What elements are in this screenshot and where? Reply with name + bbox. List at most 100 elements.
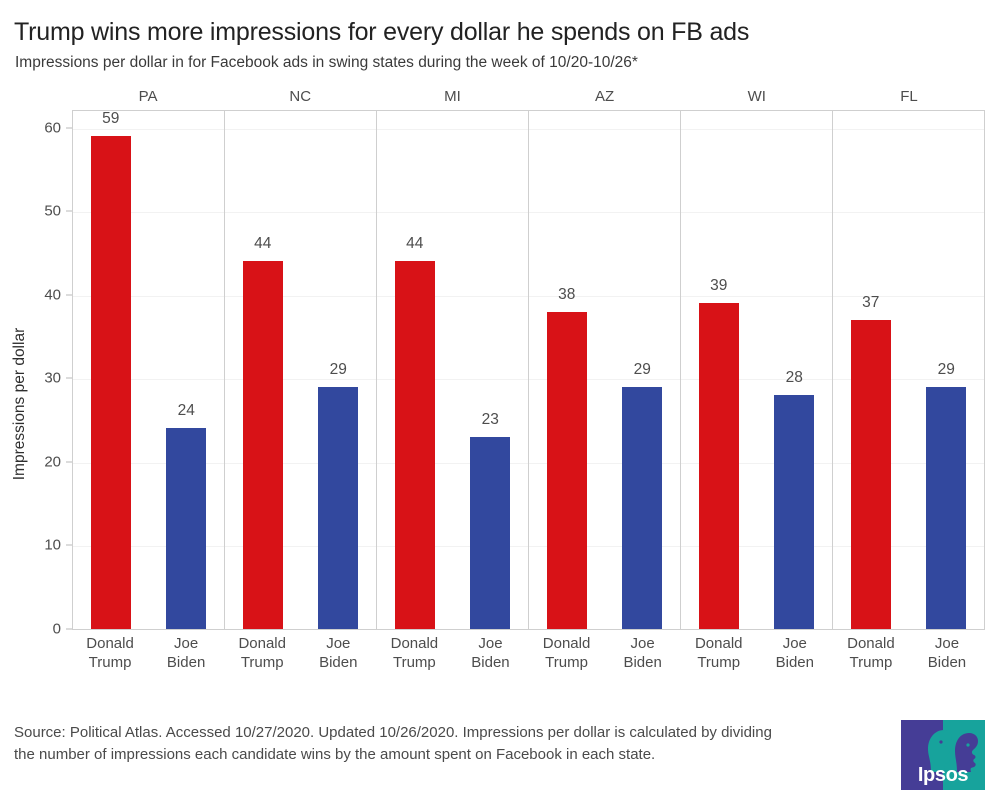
bar-value-label: 29 [329,360,347,378]
facet-strip: PA NC MI AZ WI FL [72,86,985,108]
bar-slot: 59 [73,110,149,629]
x-tick-label: Joe Biden [909,634,985,682]
x-tick-line2: Biden [471,654,510,671]
x-tick-label: Donald Trump [833,634,909,682]
bar[interactable]: 29 [926,361,967,629]
source-note: Source: Political Atlas. Accessed 10/27/… [14,724,772,763]
x-tick-line2: Biden [319,654,358,671]
logo-wordmark: Ipsos [917,764,969,786]
bar-slot: 24 [149,111,225,629]
y-tick-label: 10 [44,536,61,554]
x-tick-label: Donald Trump [72,634,148,682]
face-left-eye [939,740,943,744]
bar-value-label: 38 [558,285,576,303]
face-right-silhouette [955,733,978,772]
bar-value-label: 29 [633,360,651,378]
x-tick-line1: Joe [630,635,655,652]
x-tick-line1: Donald [238,635,286,652]
bar-slot: 38 [529,111,605,629]
bar-slot: 29 [301,111,377,629]
bar[interactable]: 44 [394,235,435,629]
x-tick-line2: Trump [697,654,741,671]
facet-panels: 59 24 44 29 44 23 38 29 39 28 37 29 [73,110,984,629]
x-tick-line1: Donald [390,635,439,652]
x-tick-label: Joe Biden [605,634,681,682]
x-label-group-az: Donald Trump Joe Biden [529,634,681,682]
bar[interactable]: 28 [774,369,815,629]
y-tick-label: 20 [44,453,61,471]
x-tick-label: Joe Biden [757,634,833,682]
bar[interactable]: 59 [90,110,131,629]
bar-value-label: 44 [254,235,272,253]
bar[interactable]: 39 [698,277,739,629]
x-tick-line1: Joe [326,635,351,652]
bar-slot: 23 [453,111,529,629]
facet-panel-mi: 44 23 [377,111,529,629]
face-left-silhouette [928,730,952,772]
y-tick-label: 50 [44,202,61,220]
y-axis: Impressions per dollar 0 10 20 30 40 50 60 [0,110,72,638]
y-tick-mark [66,294,72,296]
y-tick-label: 40 [44,286,61,304]
y-tick-mark [66,461,72,463]
x-tick-line1: Donald [542,635,591,652]
y-tick-mark [66,127,72,129]
bar-value-label: 39 [710,277,728,295]
bar[interactable]: 38 [546,286,587,629]
facet-panel-wi: 39 28 [681,111,833,629]
bar-value-label: 29 [937,360,955,378]
x-tick-label: Joe Biden [300,634,376,682]
bar[interactable]: 44 [242,235,283,629]
x-label-group-wi: Donald Trump Joe Biden [681,634,833,682]
facet-panel-fl: 37 29 [833,111,984,629]
bar[interactable]: 37 [850,294,891,629]
bar-slot: 39 [681,111,757,629]
facet-label-wi: WI [747,88,766,105]
bar[interactable]: 23 [470,411,511,629]
facet-panel-az: 38 29 [529,111,681,629]
y-axis-title: Impressions per dollar [11,327,28,481]
y-tick-mark [66,628,72,630]
x-tick-line1: Joe [478,635,503,652]
y-tick-mark [66,377,72,379]
ipsos-faces-icon [928,730,978,772]
y-tick-label: 0 [52,620,61,638]
x-tick-line1: Joe [934,635,960,652]
bar-slot: 44 [377,111,453,629]
ipsos-logo: Ipsos [901,720,985,790]
x-tick-line1: Donald [694,635,743,652]
y-tick-label: 30 [44,369,61,387]
y-tick-label: 60 [44,119,61,137]
bar-value-label: 24 [177,402,195,420]
bar-slot: 29 [605,111,681,629]
page-title: Trump wins more impressions for every do… [14,18,750,46]
bar[interactable]: 29 [622,361,663,629]
x-tick-line2: Trump [545,654,588,671]
x-tick-label: Donald Trump [224,634,300,682]
bar[interactable]: 24 [166,402,207,629]
x-tick-line2: Biden [775,654,814,671]
facet-panel-pa: 59 24 [73,110,225,629]
x-label-group-nc: Donald Trump Joe Biden [224,634,376,682]
facet-panel-nc: 44 29 [225,111,377,629]
y-tick-mark [66,210,72,212]
facet-label-fl: FL [900,88,918,105]
facet-label-az: AZ [595,88,615,105]
x-tick-label: Donald Trump [681,634,757,682]
x-label-group-pa: Donald Trump Joe Biden [72,634,224,682]
x-tick-line2: Biden [166,654,206,671]
x-tick-label: Donald Trump [376,634,452,682]
bar-value-label: 23 [481,410,499,428]
x-tick-label: Joe Biden [452,634,528,682]
x-tick-line2: Trump [240,654,284,671]
bar-slot: 37 [833,111,909,629]
bar-slot: 28 [757,111,833,629]
y-tick-mark [66,544,72,546]
facet-label-nc: NC [289,88,312,105]
bar[interactable]: 29 [318,361,359,629]
x-label-group-mi: Donald Trump Joe Biden [376,634,528,682]
x-label-group-fl: Donald Trump Joe Biden [833,634,985,682]
x-tick-label: Joe Biden [148,634,224,682]
bar-value-label: 44 [406,235,424,253]
